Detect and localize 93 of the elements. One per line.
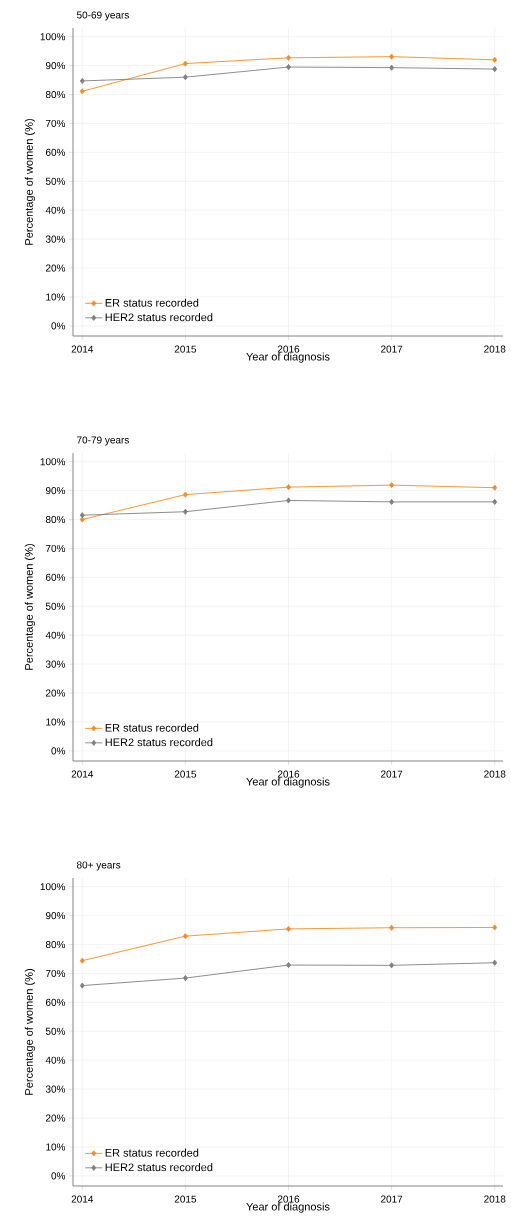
y-tick-label: 100% xyxy=(40,33,66,41)
y-tick-label: 50% xyxy=(45,177,66,185)
y-tick-label: 80% xyxy=(45,91,66,99)
point xyxy=(286,64,291,71)
point xyxy=(492,959,498,966)
legend-label: HER2 status recorded xyxy=(105,1163,213,1172)
x-tick-label: 2015 xyxy=(174,345,197,353)
y-tick-label: 80% xyxy=(45,515,66,524)
y-tick-label: 40% xyxy=(45,1056,66,1064)
point xyxy=(183,933,188,940)
point xyxy=(492,56,498,63)
y-tick-label: 70% xyxy=(45,119,66,127)
point xyxy=(183,975,188,982)
x-axis-title: Year of diagnosis xyxy=(246,352,330,363)
point xyxy=(183,491,188,498)
point xyxy=(389,53,395,60)
y-tick-label: 70% xyxy=(45,544,66,552)
point xyxy=(492,484,498,491)
x-tick-label: 2016 xyxy=(277,1195,300,1203)
point xyxy=(79,77,85,84)
chart-title: 50-69 years xyxy=(76,11,129,21)
y-tick-label: 10% xyxy=(46,293,66,301)
point xyxy=(286,497,291,504)
x-tick-label: 2017 xyxy=(381,770,403,778)
y-tick-label: 90% xyxy=(45,487,66,495)
point xyxy=(286,484,291,491)
point xyxy=(389,498,395,505)
x-tick-label: 2015 xyxy=(174,1195,197,1203)
point xyxy=(79,516,85,523)
point xyxy=(492,498,498,505)
point xyxy=(286,54,291,61)
y-tick-label: 90% xyxy=(45,912,66,920)
x-tick-label: 2017 xyxy=(381,345,403,353)
point xyxy=(492,924,498,931)
point xyxy=(389,64,395,71)
chart-title: 80+ years xyxy=(76,861,121,871)
legend-label: ER status recorded xyxy=(105,298,199,307)
legend-label: HER2 status recorded xyxy=(105,738,213,747)
y-tick-label: 60% xyxy=(45,148,66,156)
x-tick-label: 2016 xyxy=(277,770,300,778)
y-tick-label: 40% xyxy=(45,206,66,214)
x-axis-title: Year of diagnosis xyxy=(246,777,330,788)
point xyxy=(492,66,498,73)
x-tick-label: 2014 xyxy=(71,1195,94,1203)
point xyxy=(286,925,291,932)
point xyxy=(79,957,85,964)
y-tick-label: 30% xyxy=(45,1085,66,1093)
y-tick-label: 60% xyxy=(45,998,66,1006)
y-tick-label: 20% xyxy=(45,689,66,697)
y-tick-label: 30% xyxy=(45,660,66,668)
x-tick-label: 2016 xyxy=(277,345,300,353)
y-tick-label: 50% xyxy=(45,1027,66,1035)
x-tick-label: 2015 xyxy=(174,770,197,778)
x-tick-label: 2014 xyxy=(71,345,94,353)
x-tick-label: 2018 xyxy=(484,345,506,353)
y-tick-label: 0% xyxy=(51,322,66,330)
point xyxy=(183,60,188,67)
point xyxy=(389,924,395,931)
y-axis-title: Percentage of women (%) xyxy=(24,544,36,670)
x-tick-label: 2017 xyxy=(381,1195,403,1203)
y-axis-title: Percentage of women (%) xyxy=(24,969,36,1095)
point xyxy=(183,74,188,81)
y-tick-label: 10% xyxy=(46,1143,66,1151)
y-tick-label: 0% xyxy=(51,1172,66,1180)
point xyxy=(79,88,85,95)
y-tick-label: 80% xyxy=(45,940,66,949)
point xyxy=(183,508,188,515)
point xyxy=(389,482,395,489)
y-tick-label: 100% xyxy=(40,458,66,466)
point xyxy=(79,982,85,989)
y-axis-title: Percentage of women (%) xyxy=(24,119,36,245)
x-tick-label: 2014 xyxy=(71,770,94,778)
legend-label: ER status recorded xyxy=(105,723,199,732)
legend-label: HER2 status recorded xyxy=(105,313,213,322)
y-tick-label: 30% xyxy=(45,235,66,243)
point xyxy=(79,512,85,519)
y-tick-label: 20% xyxy=(45,1114,66,1122)
y-tick-label: 50% xyxy=(45,602,66,610)
point xyxy=(389,962,395,969)
y-tick-label: 40% xyxy=(45,631,66,639)
y-tick-label: 70% xyxy=(45,969,66,977)
x-tick-label: 2018 xyxy=(484,1195,506,1203)
y-tick-label: 100% xyxy=(40,883,66,891)
y-tick-label: 60% xyxy=(45,573,66,581)
y-tick-label: 10% xyxy=(46,718,66,726)
y-tick-label: 90% xyxy=(45,62,66,70)
legend-label: ER status recorded xyxy=(105,1148,199,1157)
x-tick-label: 2018 xyxy=(484,770,506,778)
point xyxy=(286,962,291,969)
x-axis-title: Year of diagnosis xyxy=(246,1202,330,1213)
y-tick-label: 0% xyxy=(51,747,66,755)
chart-title: 70-79 years xyxy=(77,436,129,446)
y-tick-label: 20% xyxy=(45,264,66,272)
